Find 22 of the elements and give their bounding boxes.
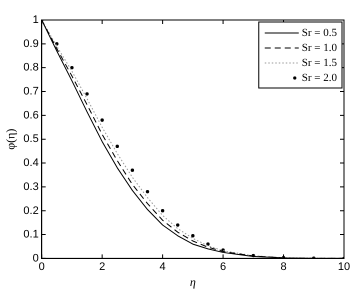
legend-label: Sr = 0.5 xyxy=(302,26,338,39)
x-axis-title: η xyxy=(190,274,196,289)
y-tick-label: 0.5 xyxy=(23,133,39,146)
y-tick-label: 1 xyxy=(32,14,39,26)
y-axis-title: φ(η) xyxy=(3,128,18,150)
y-tick-label: 0.4 xyxy=(23,157,39,170)
x-tick-label: 8 xyxy=(280,261,287,274)
y-tick-label: 0.6 xyxy=(23,109,39,122)
x-tick-label: 6 xyxy=(220,261,226,274)
legend-label: Sr = 2.0 xyxy=(302,72,338,84)
y-tick-label: 0.1 xyxy=(23,228,39,241)
legend-label: Sr = 1.0 xyxy=(302,42,338,54)
x-tick-label: 2 xyxy=(99,261,106,274)
y-tick-label: 0 xyxy=(32,252,39,264)
y-tick-label: 0.2 xyxy=(23,204,39,217)
y-tick-label: 0.3 xyxy=(23,180,39,193)
x-tick-label: 10 xyxy=(338,261,350,274)
y-tick-label: 0.7 xyxy=(23,86,39,98)
y-tick-label: 0.8 xyxy=(23,62,39,74)
legend-label: Sr = 1.5 xyxy=(302,56,338,69)
y-tick-label: 0.9 xyxy=(23,38,39,50)
x-tick-label: 4 xyxy=(160,261,166,274)
